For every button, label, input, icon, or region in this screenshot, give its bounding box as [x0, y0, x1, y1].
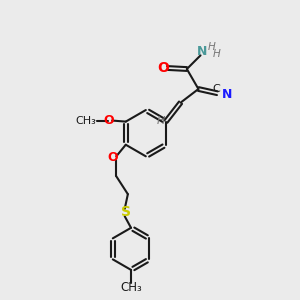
- Text: O: O: [103, 114, 114, 127]
- Text: O: O: [157, 61, 169, 75]
- Text: CH₃: CH₃: [75, 116, 96, 126]
- Text: O: O: [107, 151, 118, 164]
- Text: S: S: [122, 205, 131, 219]
- Text: H: H: [156, 116, 165, 126]
- Text: H: H: [213, 49, 221, 59]
- Text: C: C: [212, 84, 220, 94]
- Text: CH₃: CH₃: [120, 281, 142, 294]
- Text: H: H: [208, 41, 215, 52]
- Text: N: N: [196, 45, 207, 58]
- Text: methoxy: methoxy: [94, 119, 100, 121]
- Text: N: N: [222, 88, 232, 101]
